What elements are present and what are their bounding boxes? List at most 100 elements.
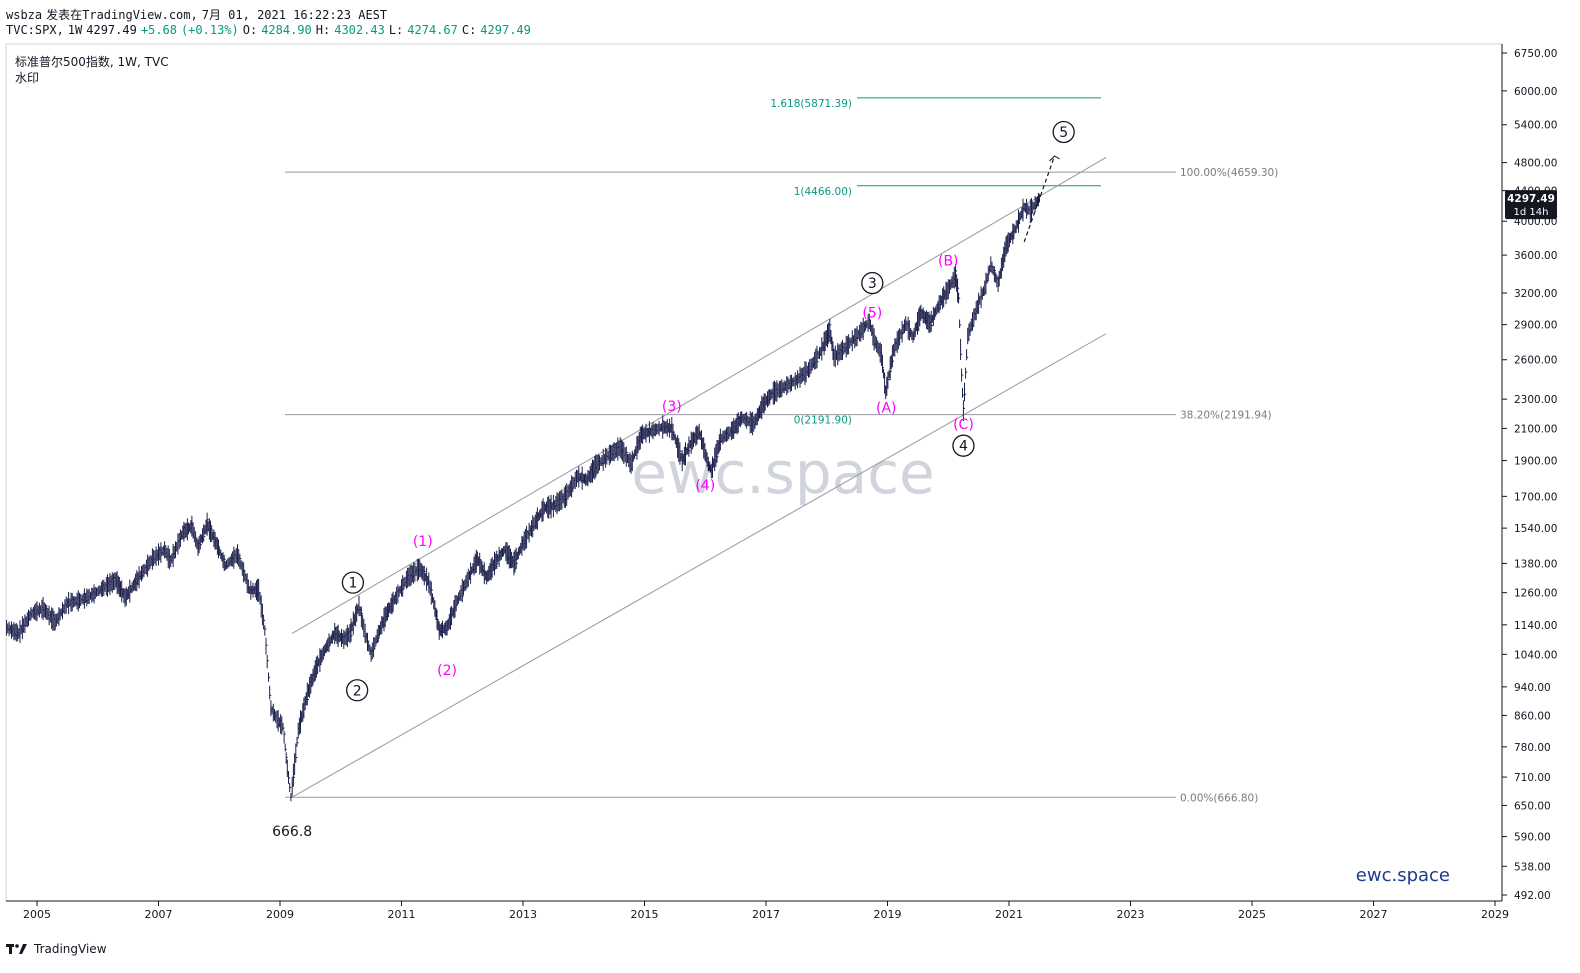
wave-label: 3 bbox=[868, 276, 877, 292]
y-tick-label: 860.00 bbox=[1514, 710, 1551, 722]
wave-label: 1 bbox=[348, 576, 357, 592]
change-value: +5.68 bbox=[140, 23, 177, 37]
y-tick-label: 650.00 bbox=[1514, 800, 1551, 812]
y-tick-label: 4000.00 bbox=[1514, 216, 1557, 228]
high-label: H: bbox=[315, 23, 331, 37]
y-tick-label: 4800.00 bbox=[1514, 158, 1557, 170]
price-series bbox=[6, 192, 1041, 802]
y-tick-label: 2900.00 bbox=[1514, 320, 1557, 332]
wave-label: (A) bbox=[876, 401, 897, 417]
projection-arrowhead bbox=[1049, 155, 1060, 162]
y-tick-label: 2100.00 bbox=[1514, 423, 1557, 435]
y-tick-label: 590.00 bbox=[1514, 832, 1551, 844]
fib-level-label: 100.00%(4659.30) bbox=[1180, 167, 1278, 179]
y-tick-label: 1260.00 bbox=[1514, 588, 1557, 600]
ohlc-bar: TVC:SPX, 1W 4297.49 +5.68 (+0.13%) O: 4284.90 H… bbox=[6, 23, 535, 37]
y-tick-label: 780.00 bbox=[1514, 742, 1551, 754]
wave-label: (3) bbox=[662, 399, 682, 415]
low-value-label: 666.8 bbox=[272, 824, 312, 840]
channel-upper-line[interactable] bbox=[291, 156, 1107, 634]
x-tick-label: 2007 bbox=[145, 908, 173, 921]
open-label: O: bbox=[242, 23, 258, 37]
x-tick-label: 2009 bbox=[266, 908, 294, 921]
y-tick-label: 710.00 bbox=[1514, 772, 1551, 784]
y-tick-label: 1700.00 bbox=[1514, 491, 1557, 503]
x-tick-label: 2029 bbox=[1481, 908, 1509, 921]
wave-circle bbox=[952, 434, 975, 457]
symbol-label: TVC:SPX, bbox=[6, 23, 64, 37]
interval-label: 1W bbox=[67, 23, 83, 37]
wave-label: (4) bbox=[695, 478, 715, 494]
y-tick-label: 538.00 bbox=[1514, 861, 1551, 873]
wave-label: (2) bbox=[437, 663, 457, 679]
price-axis[interactable]: 6750.006000.005400.004800.004400.004000.… bbox=[1502, 48, 1557, 902]
y-tick-label: 5400.00 bbox=[1514, 120, 1557, 132]
low-label: L: bbox=[388, 23, 404, 37]
fib-retracement[interactable]: 100.00%(4659.30) 38.20%(2191.94) 0.00%(666… bbox=[285, 167, 1278, 804]
last-value: 4297.49 bbox=[86, 23, 137, 37]
time-axis[interactable]: 2005 2007 2009 2011 2013 2015 2017 2019 2021 2023… bbox=[23, 901, 1509, 921]
watermark-text: ewc.space bbox=[631, 439, 935, 507]
projection-arrow[interactable] bbox=[1023, 155, 1060, 243]
tradingview-logo-icon[interactable] bbox=[6, 942, 28, 956]
x-tick-label: 2021 bbox=[995, 908, 1023, 921]
x-tick-label: 2005 bbox=[23, 908, 51, 921]
close-label: C: bbox=[461, 23, 477, 37]
fib-level-label: 38.20%(2191.94) bbox=[1180, 410, 1272, 422]
published-text: 发表在TradingView.com, bbox=[46, 8, 198, 22]
brand-text: ewc.space bbox=[1356, 865, 1450, 886]
x-tick-label: 2019 bbox=[874, 908, 902, 921]
wave-label: 2 bbox=[353, 683, 362, 699]
change-pct: (+0.13%) bbox=[180, 23, 239, 37]
legend-subtitle: 水印 bbox=[15, 71, 39, 85]
projection-line[interactable] bbox=[1023, 155, 1056, 243]
x-tick-label: 2027 bbox=[1360, 908, 1388, 921]
x-tick-label: 2017 bbox=[752, 908, 780, 921]
channel-lower-line[interactable] bbox=[291, 333, 1107, 798]
wave-label: (5) bbox=[862, 306, 882, 322]
y-tick-label: 3200.00 bbox=[1514, 288, 1557, 300]
legend-title[interactable]: 标准普尔500指数, 1W, TVC bbox=[15, 54, 169, 69]
fib-ext-label: 1(4466.00) bbox=[794, 186, 852, 198]
fib-ext-label: 0(2191.90) bbox=[794, 415, 852, 427]
x-tick-label: 2025 bbox=[1238, 908, 1266, 921]
y-tick-label: 492.00 bbox=[1514, 890, 1551, 902]
y-tick-label: 1900.00 bbox=[1514, 456, 1557, 468]
publish-info: wsbza 发表在TradingView.com, 7月 01, 2021 16:2… bbox=[6, 6, 391, 23]
last-price-tag: 4297.49 1d 14h bbox=[1505, 190, 1557, 220]
wave-circle bbox=[341, 571, 365, 594]
wave-label: 4 bbox=[959, 439, 968, 455]
x-tick-label: 2013 bbox=[509, 908, 537, 921]
x-tick-label: 2015 bbox=[631, 908, 659, 921]
footer: TradingView bbox=[6, 940, 107, 958]
low-value: 4274.67 bbox=[407, 23, 458, 37]
x-tick-label: 2011 bbox=[388, 908, 416, 921]
close-value: 4297.49 bbox=[480, 23, 531, 37]
wave-label: 5 bbox=[1059, 125, 1068, 141]
fib-extension[interactable]: 1.618(5871.39) 1(4466.00) 0(2191.90) bbox=[770, 97, 1101, 427]
wave-circle bbox=[346, 679, 369, 702]
y-tick-label: 6000.00 bbox=[1514, 86, 1557, 98]
bar-countdown: 1d 14h bbox=[1514, 207, 1549, 218]
wave-labels: 1 2 3 4 5 (1) (2) (3) (4) (5) (A) (B) (C) 666.8 bbox=[272, 120, 1075, 840]
y-tick-label: 3600.00 bbox=[1514, 250, 1557, 262]
y-tick-label: 1380.00 bbox=[1514, 558, 1557, 570]
trend-channel[interactable] bbox=[291, 156, 1107, 798]
wave-circle bbox=[861, 271, 884, 295]
y-tick-label: 1540.00 bbox=[1514, 523, 1557, 535]
publish-datetime: 7月 01, 2021 16:22:23 AEST bbox=[201, 8, 388, 22]
footer-brand[interactable]: TradingView bbox=[34, 942, 107, 956]
last-price-box bbox=[1505, 190, 1557, 220]
y-tick-label: 6750.00 bbox=[1514, 48, 1557, 60]
fib-ext-label: 1.618(5871.39) bbox=[770, 98, 852, 110]
publisher-name[interactable]: wsbza bbox=[6, 8, 43, 22]
wave-label: (C) bbox=[953, 417, 974, 433]
x-tick-label: 2023 bbox=[1117, 908, 1145, 921]
fib-level-label: 0.00%(666.80) bbox=[1180, 792, 1258, 804]
y-tick-label: 2600.00 bbox=[1514, 355, 1557, 367]
y-tick-label: 2300.00 bbox=[1514, 394, 1557, 406]
chart-header: wsbza 发表在TradingView.com, 7月 01, 2021 16:2… bbox=[0, 0, 1580, 44]
last-price-value: 4297.49 bbox=[1507, 193, 1555, 205]
y-tick-label: 940.00 bbox=[1514, 682, 1551, 694]
